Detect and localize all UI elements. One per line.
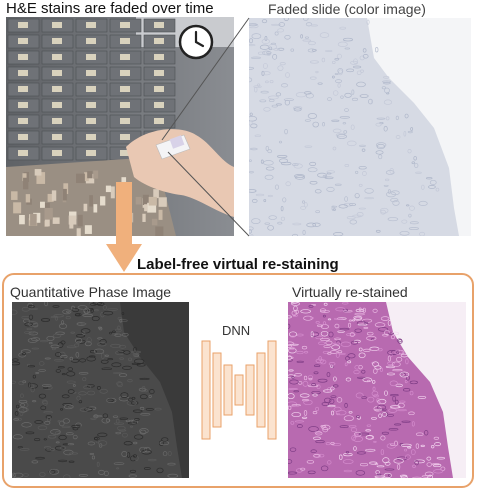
virtually-restained-image bbox=[288, 302, 466, 478]
faded-slide-title: Faded slide (color image) bbox=[268, 1, 426, 17]
dnn-network-icon bbox=[201, 340, 277, 440]
method-label: Label-free virtual re-staining bbox=[137, 256, 339, 273]
qpi-label: Quantitative Phase Image bbox=[10, 284, 172, 300]
down-arrow bbox=[106, 182, 142, 272]
faded-slide-image bbox=[249, 18, 471, 236]
quantitative-phase-image bbox=[12, 302, 189, 478]
dnn-label: DNN bbox=[222, 323, 251, 338]
clock-icon bbox=[178, 24, 214, 60]
restaining-panel bbox=[2, 273, 474, 488]
restained-label: Virtually re-stained bbox=[292, 284, 408, 300]
archive-title: H&E stains are faded over time bbox=[6, 0, 214, 17]
